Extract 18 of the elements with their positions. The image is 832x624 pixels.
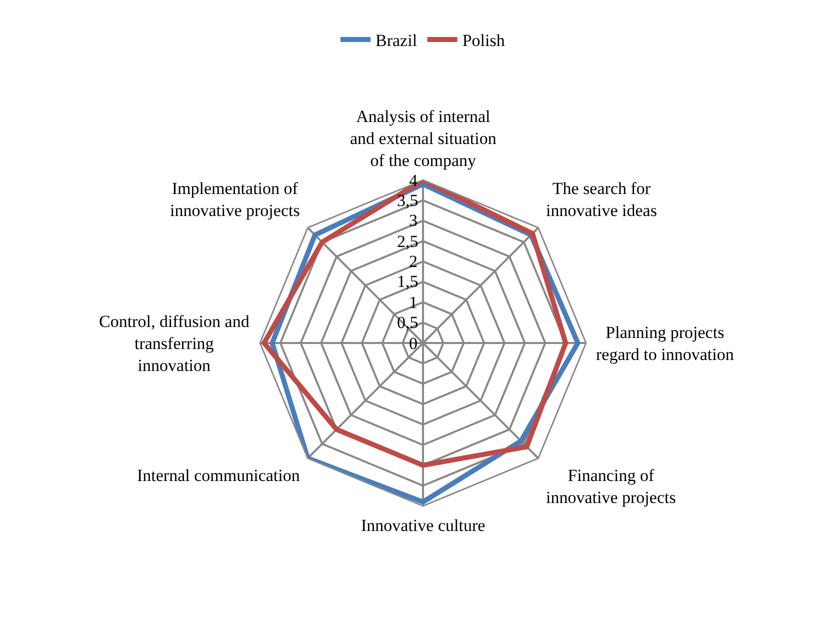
- y-tick-label: 0,5: [397, 313, 418, 332]
- y-tick-label: 2,5: [397, 232, 418, 251]
- y-tick-label: 2: [409, 252, 418, 271]
- y-tick-label: 3,5: [397, 191, 418, 210]
- spoke-label: Implementation of innovative projects: [170, 179, 300, 220]
- spoke-label: Financing of innovative projects: [546, 466, 676, 508]
- legend-label: Polish: [462, 31, 506, 50]
- spoke-label: Internal communication: [137, 466, 300, 485]
- spoke-label: Analysis of internal and external situation of the company: [350, 107, 497, 170]
- y-tick-label: 3: [409, 211, 418, 230]
- spoke-label: Planning projects regard to innovation: [596, 323, 734, 364]
- y-tick-label: 0: [409, 334, 418, 353]
- spoke-label: The search for innovative ideas: [546, 179, 657, 220]
- y-tick-label: 1: [409, 293, 418, 312]
- spoke-label: Innovative culture: [361, 516, 486, 535]
- spoke-label: Control, diffusion and transferring innovation: [99, 312, 250, 376]
- y-tick-label: 1,5: [397, 272, 418, 291]
- legend-label: Brazil: [376, 31, 418, 50]
